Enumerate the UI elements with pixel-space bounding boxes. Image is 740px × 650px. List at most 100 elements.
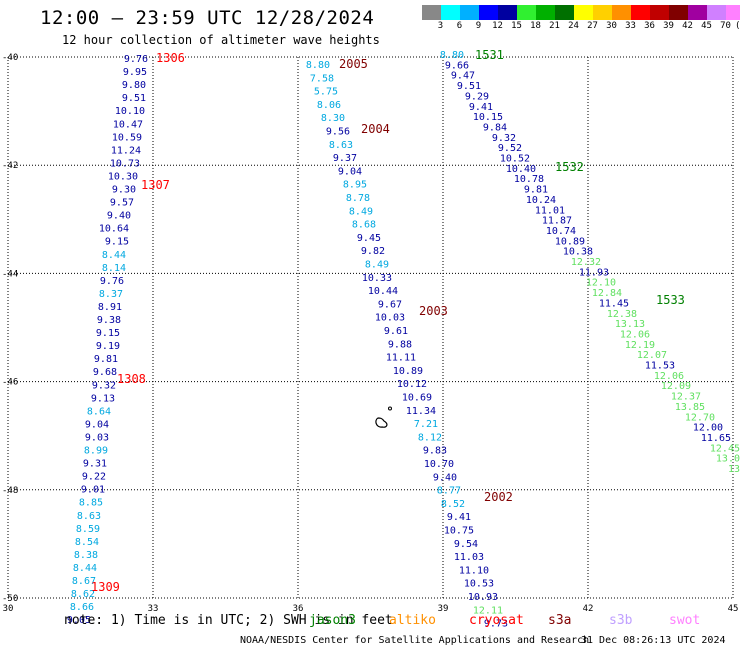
wave-height-value: 8.68 — [352, 220, 376, 231]
wave-height-value: 9.68 — [93, 367, 117, 378]
color-scale-tick: 12 — [492, 21, 503, 31]
wave-height-value: 10.44 — [368, 286, 398, 297]
wave-height-value: 10.78 — [514, 174, 544, 185]
wave-height-value: 9.29 — [465, 91, 489, 102]
island-outline — [375, 406, 392, 428]
color-swatch — [650, 5, 669, 20]
wave-height-value: 9.13 — [91, 393, 115, 404]
wave-height-value: 9.22 — [82, 472, 106, 483]
color-scale-tick: 21 — [549, 21, 560, 31]
wave-height-value: 9.51 — [122, 93, 146, 104]
color-scale-tick: 39 — [663, 21, 674, 31]
color-scale-tick: 24 — [568, 21, 579, 31]
wave-height-value: 9.56 — [326, 127, 350, 138]
wave-height-value: 8.44 — [73, 563, 97, 574]
footer-credit: NOAA/NESDIS Center for Satellite Applica… — [240, 635, 590, 646]
satellite-legend-item: s3a — [548, 613, 572, 628]
wave-height-value: 9.45 — [357, 233, 381, 244]
wave-height-value: 10.30 — [108, 171, 138, 182]
wave-height-value: 8.59 — [76, 524, 100, 535]
pass-number-label: 2003 — [419, 304, 448, 318]
color-swatch — [517, 5, 536, 20]
wave-height-value: 11.34 — [406, 406, 436, 417]
longitude-label: 39 — [438, 604, 449, 614]
latitude-label: -40 — [2, 53, 18, 63]
wave-height-value: 12.00 — [693, 423, 723, 434]
wave-height-value: 10.64 — [99, 224, 129, 235]
wave-height-value: 12.38 — [607, 309, 637, 320]
color-swatch — [422, 5, 441, 20]
wave-height-value: 10.38 — [563, 247, 593, 258]
latitude-label: -48 — [2, 486, 18, 496]
satellite-legend-item: cryosat — [469, 613, 524, 628]
wave-height-value: 9.67 — [378, 299, 402, 310]
wave-height-value: 10.89 — [555, 236, 585, 247]
color-scale-tick: 15 — [511, 21, 522, 31]
wave-height-value: 12.70 — [685, 412, 715, 423]
wave-height-value: 9.52 — [498, 143, 522, 154]
wave-height-value: 9.04 — [338, 166, 362, 177]
wave-height-value: 10.15 — [473, 112, 503, 123]
color-scale-unit: (ft) — [735, 21, 740, 31]
wave-height-value: 8.54 — [75, 537, 99, 548]
wave-height-value: 8.37 — [99, 289, 123, 300]
latitude-label: -44 — [2, 269, 18, 279]
wave-height-value: 9.57 — [110, 198, 134, 209]
wave-height-value: 9.81 — [524, 185, 548, 196]
wave-height-value: 10.93 — [468, 592, 498, 603]
wave-height-value: 9.37 — [333, 153, 357, 164]
wave-height-value: 11.93 — [579, 267, 609, 278]
wave-height-value: 8.77 — [437, 486, 461, 497]
color-scale-tick: 27 — [587, 21, 598, 31]
color-swatch — [631, 5, 650, 20]
color-scale-tick: 42 — [682, 21, 693, 31]
wave-height-value: 8.91 — [98, 302, 122, 313]
pass-number-label: 1308 — [117, 372, 146, 386]
wave-height-value: 12.32 — [571, 257, 601, 268]
latitude-label: -42 — [2, 161, 18, 171]
satellite-legend-item: swot — [669, 613, 701, 628]
wave-height-value: 7.21 — [414, 419, 438, 430]
wave-height-value: 8.14 — [102, 263, 126, 274]
wave-height-value: 12.10 — [586, 278, 616, 289]
wave-height-value: 13 — [728, 464, 740, 475]
wave-height-value: 11.45 — [599, 298, 629, 309]
wave-height-value: 8.64 — [87, 406, 111, 417]
wave-height-value: 8.78 — [346, 193, 370, 204]
wave-height-value: 8.63 — [329, 140, 353, 151]
wave-height-value: 8.85 — [79, 498, 103, 509]
color-swatch — [612, 5, 631, 20]
note-text: note: 1) Time is in UTC; 2) SWH is in fe… — [64, 613, 393, 628]
color-swatch — [669, 5, 688, 20]
wave-height-value: 9.66 — [445, 60, 469, 71]
wave-height-value: 10.33 — [362, 273, 392, 284]
wave-height-value: 9.83 — [423, 446, 447, 457]
wave-height-value: 9.80 — [122, 80, 146, 91]
wave-height-value: 7.58 — [310, 73, 334, 84]
color-swatch — [460, 5, 479, 20]
wave-height-value: 9.03 — [85, 433, 109, 444]
longitude-label: 36 — [293, 604, 304, 614]
latitude-label: -50 — [2, 594, 18, 604]
satellite-legend-item: altiko — [389, 613, 436, 628]
pass-number-label: 1531 — [475, 48, 504, 62]
wave-height-value: 12.37 — [671, 392, 701, 403]
wave-height-value: 8.66 — [70, 602, 94, 613]
wave-height-value: 8.80 — [306, 60, 330, 71]
wave-height-value: 10.70 — [424, 459, 454, 470]
wave-height-value: 8.30 — [321, 113, 345, 124]
wave-height-value: 8.38 — [74, 550, 98, 561]
wave-height-value: 11.03 — [454, 552, 484, 563]
color-scale-tick: 45 — [701, 21, 712, 31]
wave-height-value: 9.05 — [67, 615, 91, 626]
wave-height-value: 11.01 — [535, 205, 565, 216]
longitude-label: 45 — [728, 604, 739, 614]
wave-height-value: 8.49 — [349, 206, 373, 217]
wave-height-value: 12.06 — [654, 371, 684, 382]
wave-height-value: 10.03 — [375, 313, 405, 324]
wave-height-value: 10.73 — [110, 158, 140, 169]
color-swatch — [726, 5, 740, 20]
